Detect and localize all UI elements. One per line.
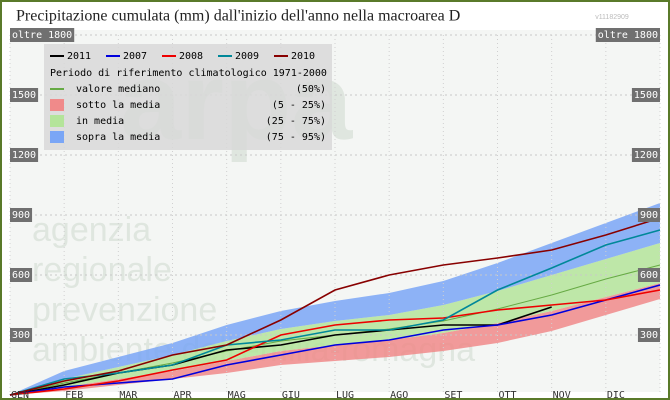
y-tick-box: [637, 208, 660, 222]
lines: [9, 217, 661, 396]
y-tick-label: 1200: [12, 150, 36, 161]
legend-range: (50%): [296, 84, 326, 95]
x-tick-label: LUG: [336, 390, 354, 400]
watermark-line: agenzia: [32, 211, 151, 249]
y-tick-box: [631, 88, 660, 102]
legend-label: 2008: [179, 51, 203, 62]
x-tick-label: NOV: [553, 390, 571, 400]
legend-label: 2011: [67, 51, 91, 62]
legend-label: 2009: [235, 51, 259, 62]
legend-label: 2010: [291, 51, 315, 62]
y-tick-label: 1500: [12, 90, 36, 101]
legend-swatch: [50, 131, 64, 143]
x-tick-label: OTT: [499, 390, 517, 400]
y-tick-label: 1500: [634, 90, 658, 101]
legend-swatch: [50, 115, 64, 127]
legend-swatch: [50, 99, 64, 111]
y-tick-box: [637, 328, 660, 342]
y-tick-box: [637, 268, 660, 282]
y-tick-box: [10, 268, 33, 282]
y-tick-label: 900: [12, 210, 30, 221]
y-tick-box: [10, 328, 33, 342]
y-tick-box: [595, 28, 660, 42]
legend-label: sopra la media: [76, 132, 160, 143]
series-line: [9, 217, 661, 396]
x-tick-label: GEN: [11, 390, 29, 400]
y-tick-box: [631, 148, 660, 162]
chart-title: Precipitazione cumulata (mm) dall'inizio…: [16, 8, 460, 25]
legend-label: valore mediano: [76, 84, 160, 95]
y-tick-label: 1200: [634, 150, 658, 161]
legend-label: sotto la media: [76, 100, 160, 111]
y-tick-label: 600: [12, 270, 30, 281]
y-tick-label: 300: [12, 330, 30, 341]
legend-label: 2007: [123, 51, 147, 62]
y-tick-label: 900: [640, 210, 658, 221]
y-tick-label: oltre 1800: [12, 30, 72, 41]
watermark-line: regionale: [32, 251, 172, 289]
x-tick-label: MAG: [228, 390, 246, 400]
legend-box: [44, 44, 332, 150]
y-tick-box: [10, 88, 39, 102]
x-tick-label: AGO: [390, 390, 408, 400]
axes: 300 300 600 600 900 900 1200 1200 1500 1500 oltre …: [10, 28, 660, 400]
series-line: [9, 306, 552, 396]
series-line: [9, 289, 661, 396]
code: v11182909: [595, 14, 629, 21]
x-tick-label: APR: [174, 390, 193, 400]
reference-period: Periodo di riferimento climatologico 197…: [50, 68, 327, 79]
legend-range: (75 - 95%): [266, 132, 326, 143]
x-tick-label: DIC: [607, 390, 625, 400]
legend-label: in media: [76, 116, 124, 127]
legend: Periodo di riferimento climatologico 197…: [50, 51, 327, 143]
legend-range: (25 - 75%): [266, 116, 326, 127]
x-tick-label: MAR: [119, 390, 138, 400]
watermark-line: prevenzione: [32, 291, 217, 329]
band: [10, 243, 660, 395]
y-tick-box: [10, 28, 75, 42]
y-tick-box: [10, 208, 33, 222]
x-tick-label: FEB: [65, 390, 83, 400]
series-line: [9, 229, 661, 396]
x-tick-label: SET: [444, 390, 462, 400]
legend-range: (5 - 25%): [272, 100, 326, 111]
y-tick-box: [10, 148, 39, 162]
series-line: [9, 284, 661, 396]
y-tick-label: oltre 1800: [598, 30, 658, 41]
x-tick-label: GIU: [282, 390, 300, 400]
y-tick-label: 600: [640, 270, 658, 281]
y-tick-label: 300: [640, 330, 658, 341]
